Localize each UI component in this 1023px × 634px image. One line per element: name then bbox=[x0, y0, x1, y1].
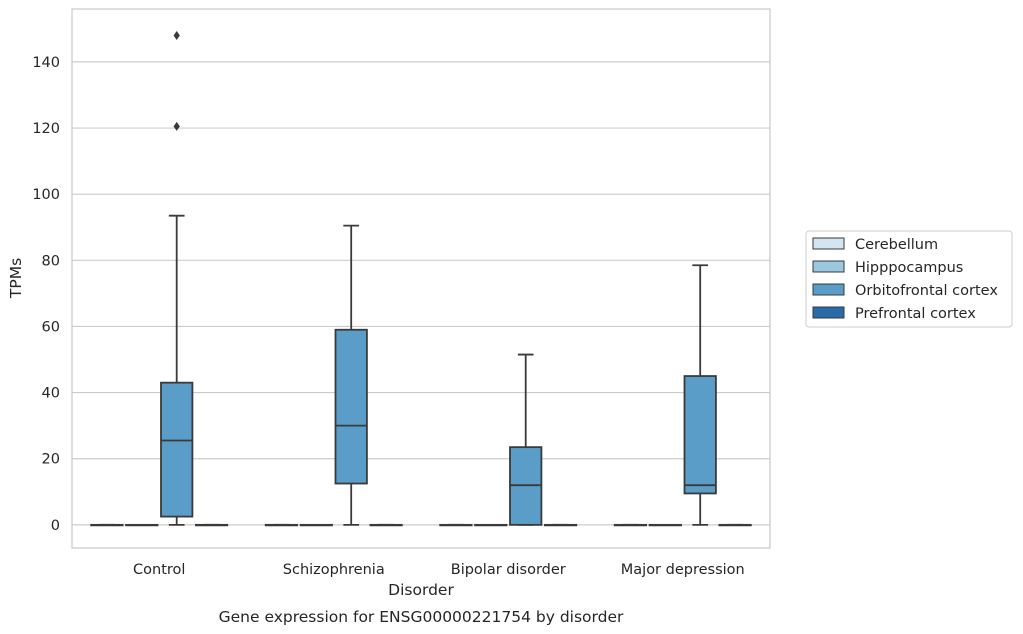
box-body bbox=[160, 381, 194, 518]
y-tick-label: 80 bbox=[42, 253, 60, 269]
y-axis-label: TPMs bbox=[7, 258, 25, 299]
legend-label: Cerebellum bbox=[855, 237, 938, 253]
x-tick-label: Bipolar disorder bbox=[451, 562, 566, 578]
legend-frame bbox=[805, 230, 1013, 328]
box-group bbox=[90, 30, 229, 527]
y-tick-label: 0 bbox=[51, 518, 60, 534]
outlier-point bbox=[173, 121, 180, 131]
y-tick-label: 60 bbox=[42, 319, 60, 335]
y-tick-label: 20 bbox=[42, 452, 60, 468]
chart-caption: Gene expression for ENSG00000221754 by d… bbox=[219, 608, 624, 626]
x-axis-label: Disorder bbox=[388, 581, 454, 599]
box-groups bbox=[90, 30, 752, 527]
legend: Cerebellum Hipppocampus Orbitofrontal cort… bbox=[805, 230, 1013, 328]
legend-label: Prefrontal cortex bbox=[855, 306, 976, 322]
x-tick-label: Major depression bbox=[621, 562, 745, 578]
y-axis-ticks: 0 20 40 60 80 100 120 140 bbox=[32, 55, 60, 534]
box-body bbox=[334, 328, 368, 485]
legend-swatch bbox=[812, 260, 845, 273]
y-tick-label: 100 bbox=[32, 187, 60, 203]
y-tick-label: 40 bbox=[42, 386, 60, 402]
plot-area-frame bbox=[71, 8, 771, 549]
legend-swatch bbox=[812, 283, 845, 296]
legend-label: Hipppocampus bbox=[855, 260, 963, 276]
box-body bbox=[683, 375, 717, 495]
outlier-point bbox=[173, 30, 180, 40]
legend-label: Orbitofrontal cortex bbox=[855, 283, 998, 299]
y-tick-label: 120 bbox=[32, 121, 60, 137]
legend-swatch bbox=[812, 306, 845, 319]
legend-items: Cerebellum Hipppocampus Orbitofrontal cort… bbox=[812, 237, 998, 322]
y-tick-label: 140 bbox=[32, 55, 60, 71]
box-group bbox=[613, 264, 752, 527]
legend-swatch bbox=[812, 237, 845, 250]
box-group bbox=[439, 353, 578, 527]
x-axis-ticks: Control Schizophrenia Bipolar disorder Majo… bbox=[133, 562, 745, 578]
box-group bbox=[264, 224, 403, 527]
x-tick-label: Schizophrenia bbox=[283, 562, 385, 578]
x-tick-label: Control bbox=[133, 562, 185, 578]
